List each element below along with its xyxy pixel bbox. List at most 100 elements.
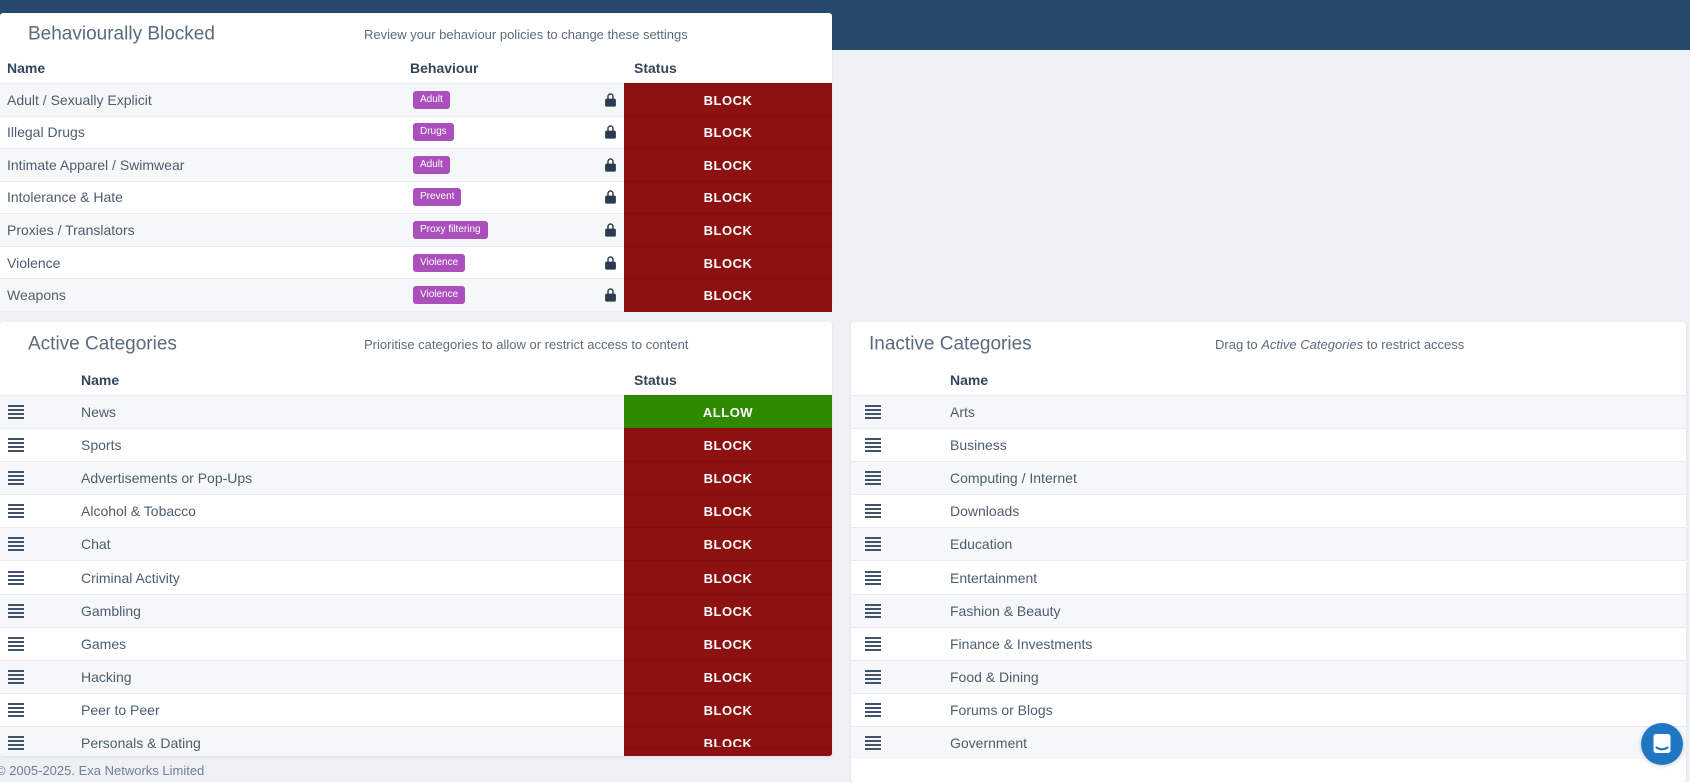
status-toggle-block[interactable]: BLOCK (624, 593, 832, 628)
category-name: Business (950, 437, 1007, 454)
status-cell-block: BLOCK (624, 213, 832, 247)
lock-icon (604, 93, 617, 107)
active-category-row[interactable]: Sports BLOCK (0, 428, 832, 463)
chat-launcher-button[interactable] (1641, 723, 1683, 765)
category-name: News (81, 404, 117, 421)
status-toggle-block[interactable]: BLOCK (624, 659, 832, 694)
category-name: Sports (81, 437, 122, 454)
status-cell-block: BLOCK (624, 180, 832, 215)
active-category-row[interactable]: Criminal Activity BLOCK (0, 560, 832, 595)
drag-handle-icon[interactable] (8, 537, 24, 552)
drag-handle-icon[interactable] (8, 669, 24, 684)
drag-handle-icon[interactable] (865, 405, 881, 420)
active-categories-subtitle: Prioritise categories to allow or restri… (364, 336, 689, 352)
inactive-category-row[interactable]: Arts (851, 396, 1686, 429)
status-cell-block: BLOCK (624, 245, 832, 280)
behaviour-badge: Prevent (413, 188, 462, 207)
status-cell-block: BLOCK (624, 148, 832, 182)
drag-handle-icon[interactable] (8, 735, 24, 750)
status-toggle-block[interactable]: BLOCK (624, 626, 832, 661)
behaviour-row: Illegal Drugs Drugs BLOCK (0, 115, 832, 150)
drag-handle-icon[interactable] (865, 570, 881, 585)
active-categories-title: Active Categories (28, 333, 177, 355)
drag-handle-icon[interactable] (865, 735, 881, 750)
inactive-category-row[interactable]: Downloads (851, 494, 1686, 528)
column-header-name: Name (81, 372, 120, 388)
status-toggle-allow[interactable]: ALLOW (624, 395, 832, 430)
status-toggle-block[interactable]: BLOCK (624, 527, 832, 562)
behaviour-category-name: Intimate Apparel / Swimwear (7, 156, 185, 173)
inactive-category-row[interactable]: Forums or Blogs (851, 692, 1686, 726)
inactive-category-row[interactable]: Education (851, 527, 1686, 561)
inactive-categories-column-headers: Name (851, 362, 1686, 396)
category-name: Criminal Activity (81, 569, 180, 586)
status-cell-block: BLOCK (624, 83, 832, 117)
active-category-row[interactable]: Chat BLOCK (0, 527, 832, 562)
active-category-row[interactable]: Hacking BLOCK (0, 659, 832, 694)
category-name: Food & Dining (950, 668, 1039, 685)
behaviour-category-name: Proxies / Translators (7, 222, 135, 239)
drag-handle-icon[interactable] (865, 669, 881, 684)
active-category-row[interactable]: Games BLOCK (0, 626, 832, 661)
status-toggle-block[interactable]: BLOCK (624, 692, 832, 727)
drag-handle-icon[interactable] (8, 438, 24, 453)
lock-icon (604, 125, 617, 140)
drag-handle-icon[interactable] (865, 471, 881, 486)
inactive-category-row[interactable]: Business (851, 428, 1686, 462)
drag-handle-icon[interactable] (8, 702, 24, 717)
inactive-category-row[interactable]: Computing / Internet (851, 461, 1686, 495)
inactive-category-row[interactable]: Finance & Investments (851, 626, 1686, 660)
behaviour-category-name: Illegal Drugs (7, 124, 85, 141)
drag-handle-icon[interactable] (865, 603, 881, 618)
column-header-behaviour: Behaviour (410, 60, 479, 76)
behaviour-category-name: Intolerance & Hate (7, 189, 123, 206)
drag-handle-icon[interactable] (865, 504, 881, 519)
active-category-row[interactable]: Advertisements or Pop-Ups BLOCK (0, 461, 832, 496)
behaviourally-blocked-subtitle: Review your behaviour policies to change… (364, 26, 688, 42)
active-category-row[interactable]: Alcohol & Tobacco BLOCK (0, 494, 832, 529)
status-toggle-block[interactable]: BLOCK (624, 428, 832, 463)
category-name: Fashion & Beauty (950, 602, 1061, 619)
active-category-row[interactable]: News ALLOW (0, 395, 832, 430)
drag-handle-icon[interactable] (8, 405, 24, 420)
status-toggle-block[interactable]: BLOCK (624, 461, 832, 496)
behaviour-badge: Violence (413, 286, 466, 305)
category-name: Personals & Dating (81, 734, 201, 751)
active-categories-panel: Active Categories Prioritise categories … (0, 322, 832, 756)
behaviour-badge: Adult (413, 155, 450, 174)
inactive-category-row[interactable]: Fashion & Beauty (851, 593, 1686, 627)
category-name: Alcohol & Tobacco (81, 503, 196, 520)
drag-handle-icon[interactable] (865, 438, 881, 453)
lock-icon (604, 158, 617, 172)
inactive-categories-subtitle: Drag to Active Categories to restrict ac… (1215, 336, 1465, 352)
inactive-categories-title: Inactive Categories (869, 333, 1032, 355)
drag-handle-icon[interactable] (8, 471, 24, 486)
partial-next-row-status (624, 747, 832, 756)
category-name: Gambling (81, 602, 141, 619)
inactive-category-row[interactable]: Food & Dining (851, 659, 1686, 693)
behaviourally-blocked-panel: Behaviourally Blocked Review your behavi… (0, 13, 832, 312)
drag-handle-icon[interactable] (865, 702, 881, 717)
behaviour-badge: Proxy filtering (413, 221, 488, 240)
inactive-category-row[interactable]: Government (851, 725, 1686, 760)
category-name: Education (950, 536, 1013, 553)
category-name: Advertisements or Pop-Ups (81, 470, 253, 487)
active-category-row[interactable]: Gambling BLOCK (0, 593, 832, 628)
drag-handle-icon[interactable] (8, 603, 24, 618)
behaviour-row: Intolerance & Hate Prevent BLOCK (0, 180, 832, 215)
category-name: Entertainment (950, 569, 1038, 586)
category-name: Finance & Investments (950, 635, 1093, 652)
drag-handle-icon[interactable] (865, 537, 881, 552)
drag-handle-icon[interactable] (8, 504, 24, 519)
drag-handle-icon[interactable] (8, 636, 24, 651)
status-toggle-block[interactable]: BLOCK (624, 560, 832, 595)
status-toggle-block[interactable]: BLOCK (624, 494, 832, 529)
behaviour-category-name: Adult / Sexually Explicit (7, 91, 152, 108)
drag-handle-icon[interactable] (865, 636, 881, 651)
drag-handle-icon[interactable] (8, 570, 24, 585)
active-category-row[interactable]: Peer to Peer BLOCK (0, 692, 832, 727)
copyright-footer: © 2005-2025. Exa Networks Limited (0, 763, 205, 778)
inactive-category-row[interactable]: Entertainment (851, 560, 1686, 594)
behaviourally-blocked-header: Behaviourally Blocked Review your behavi… (0, 13, 832, 50)
category-name: Chat (81, 536, 111, 553)
